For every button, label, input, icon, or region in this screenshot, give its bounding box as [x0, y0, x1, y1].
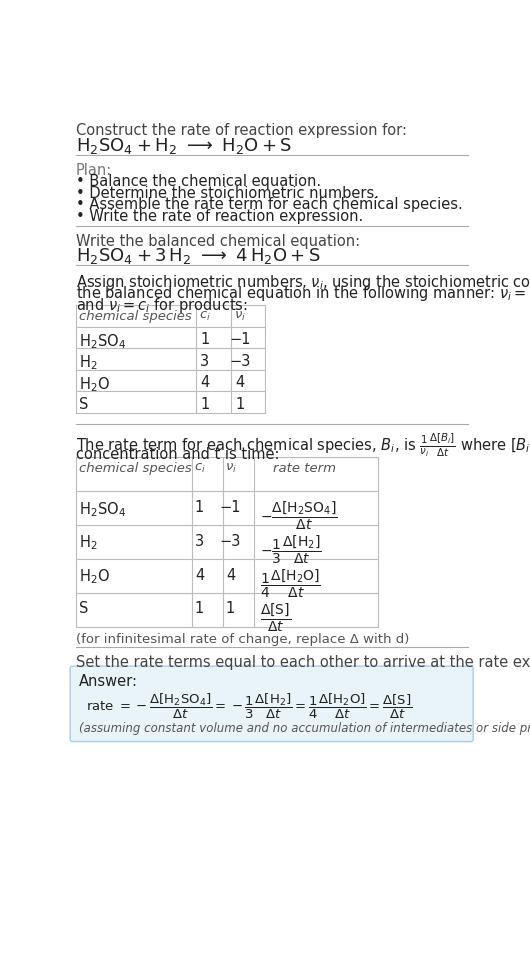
Text: $\mathrm{H_2}$: $\mathrm{H_2}$ [80, 353, 98, 372]
Text: rate term: rate term [273, 462, 336, 475]
Text: −3: −3 [229, 353, 251, 369]
Text: 1: 1 [200, 332, 209, 346]
Text: $\mathrm{H_2SO_4}$: $\mathrm{H_2SO_4}$ [80, 332, 126, 350]
Text: $\mathrm{H_2O}$: $\mathrm{H_2O}$ [80, 375, 110, 393]
Text: S: S [80, 396, 89, 412]
Text: chemical species: chemical species [80, 462, 192, 475]
Text: Set the rate terms equal to each other to arrive at the rate expression:: Set the rate terms equal to each other t… [76, 655, 530, 670]
Text: Construct the rate of reaction expression for:: Construct the rate of reaction expressio… [76, 123, 407, 139]
Text: −1: −1 [220, 500, 241, 514]
Text: S: S [80, 601, 89, 617]
Text: rate $= -\dfrac{\Delta[\mathrm{H_2SO_4}]}{\Delta t} = -\dfrac{1}{3}\dfrac{\Delta: rate $= -\dfrac{\Delta[\mathrm{H_2SO_4}]… [86, 692, 413, 720]
Text: (for infinitesimal rate of change, replace Δ with d): (for infinitesimal rate of change, repla… [76, 633, 409, 646]
Text: $\mathrm{H_2SO_4 + H_2 \ \longrightarrow \ H_2O + S}$: $\mathrm{H_2SO_4 + H_2 \ \longrightarrow… [76, 137, 292, 156]
Text: Write the balanced chemical equation:: Write the balanced chemical equation: [76, 234, 360, 249]
Text: 4: 4 [195, 568, 204, 583]
Text: $\mathrm{H_2O}$: $\mathrm{H_2O}$ [80, 568, 110, 587]
Text: 3: 3 [200, 353, 209, 369]
Text: 1: 1 [235, 396, 244, 412]
Text: 1: 1 [200, 396, 209, 412]
Text: • Balance the chemical equation.: • Balance the chemical equation. [76, 174, 321, 189]
Text: 1: 1 [195, 500, 204, 514]
Text: chemical species: chemical species [80, 309, 192, 323]
Text: concentration and t is time:: concentration and t is time: [76, 447, 279, 462]
Text: −3: −3 [220, 534, 241, 549]
Text: and $\nu_i = c_i$ for products:: and $\nu_i = c_i$ for products: [76, 296, 248, 314]
Text: $c_i$: $c_i$ [199, 309, 211, 323]
Text: $-\dfrac{\Delta[\mathrm{H_2SO_4}]}{\Delta t}$: $-\dfrac{\Delta[\mathrm{H_2SO_4}]}{\Delt… [260, 500, 338, 532]
Text: • Determine the stoichiometric numbers.: • Determine the stoichiometric numbers. [76, 185, 378, 201]
Text: (assuming constant volume and no accumulation of intermediates or side products): (assuming constant volume and no accumul… [78, 722, 530, 735]
Text: the balanced chemical equation in the following manner: $\nu_i = -c_i$ for react: the balanced chemical equation in the fo… [76, 284, 530, 304]
Text: 4: 4 [235, 375, 244, 390]
Text: 1: 1 [195, 601, 204, 617]
Text: The rate term for each chemical species, $B_i$, is $\frac{1}{\nu_i}\frac{\Delta[: The rate term for each chemical species,… [76, 431, 530, 459]
Text: $\dfrac{1}{4}\dfrac{\Delta[\mathrm{H_2O}]}{\Delta t}$: $\dfrac{1}{4}\dfrac{\Delta[\mathrm{H_2O}… [260, 568, 321, 600]
Text: 1: 1 [226, 601, 235, 617]
Text: $c_i$: $c_i$ [193, 462, 206, 475]
FancyBboxPatch shape [70, 667, 473, 742]
Text: $\mathrm{H_2SO_4 + 3\,H_2 \ \longrightarrow \ 4\,H_2O + S}$: $\mathrm{H_2SO_4 + 3\,H_2 \ \longrightar… [76, 247, 321, 266]
Text: Answer:: Answer: [78, 673, 138, 689]
Text: $\nu_i$: $\nu_i$ [225, 462, 236, 475]
Text: $\mathrm{H_2SO_4}$: $\mathrm{H_2SO_4}$ [80, 500, 126, 518]
Text: $-\dfrac{1}{3}\dfrac{\Delta[\mathrm{H_2}]}{\Delta t}$: $-\dfrac{1}{3}\dfrac{\Delta[\mathrm{H_2}… [260, 534, 322, 566]
Text: • Assemble the rate term for each chemical species.: • Assemble the rate term for each chemic… [76, 197, 462, 212]
Text: $\mathrm{H_2}$: $\mathrm{H_2}$ [80, 534, 98, 552]
Text: 4: 4 [200, 375, 209, 390]
Text: −1: −1 [229, 332, 251, 346]
Text: 4: 4 [226, 568, 235, 583]
Text: Plan:: Plan: [76, 163, 112, 178]
Text: $\dfrac{\Delta[\mathrm{S}]}{\Delta t}$: $\dfrac{\Delta[\mathrm{S}]}{\Delta t}$ [260, 601, 291, 633]
Text: • Write the rate of reaction expression.: • Write the rate of reaction expression. [76, 209, 363, 224]
Text: $\nu_i$: $\nu_i$ [234, 309, 246, 323]
Text: Assign stoichiometric numbers, $\nu_i$, using the stoichiometric coefficients, $: Assign stoichiometric numbers, $\nu_i$, … [76, 272, 530, 292]
Text: 3: 3 [195, 534, 204, 549]
